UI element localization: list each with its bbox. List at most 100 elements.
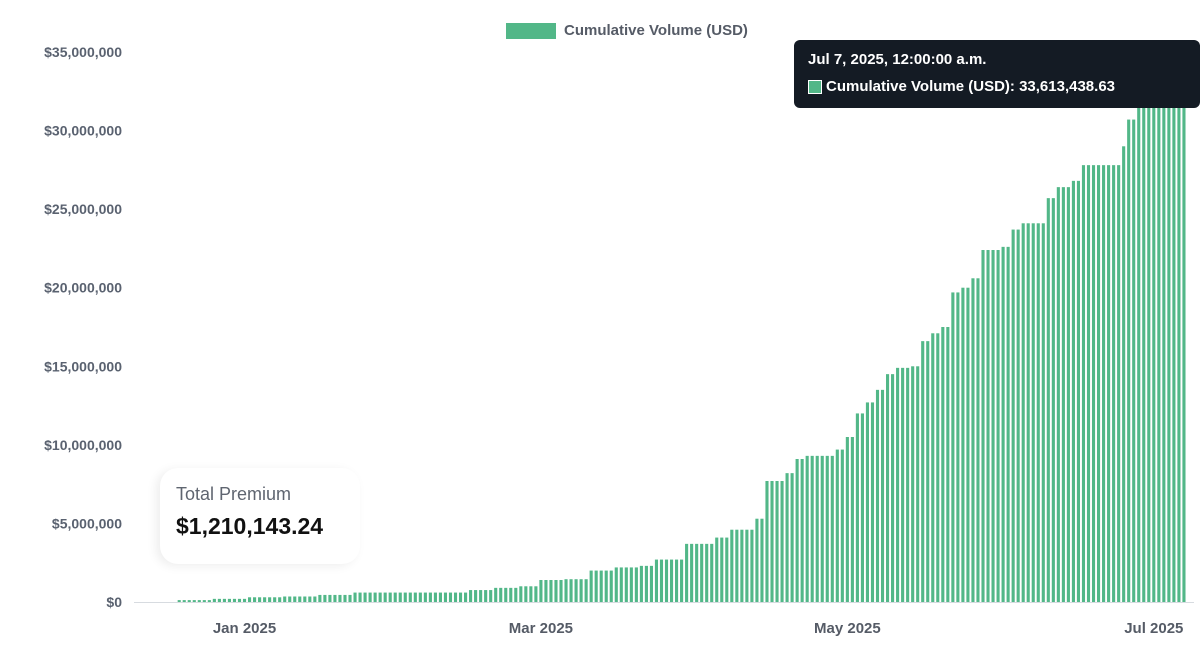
- volume-bar[interactable]: [1177, 73, 1181, 603]
- volume-bar[interactable]: [298, 596, 302, 603]
- volume-bar[interactable]: [413, 592, 417, 602]
- volume-bar[interactable]: [1006, 246, 1010, 603]
- volume-bar[interactable]: [700, 543, 704, 602]
- volume-bar[interactable]: [795, 459, 799, 602]
- volume-bar[interactable]: [1142, 91, 1146, 602]
- volume-bar[interactable]: [1157, 80, 1161, 603]
- volume-bar[interactable]: [589, 570, 593, 602]
- volume-bar[interactable]: [860, 413, 864, 602]
- volume-bar[interactable]: [649, 565, 653, 602]
- volume-bar[interactable]: [685, 543, 689, 602]
- volume-bar[interactable]: [1011, 229, 1015, 602]
- volume-bar[interactable]: [629, 567, 633, 602]
- volume-bar[interactable]: [288, 596, 292, 603]
- volume-bar[interactable]: [333, 594, 337, 602]
- volume-bar[interactable]: [880, 389, 885, 602]
- volume-bar[interactable]: [845, 437, 849, 602]
- volume-bar[interactable]: [303, 596, 307, 603]
- volume-bar[interactable]: [574, 579, 578, 602]
- volume-bar[interactable]: [187, 600, 191, 602]
- volume-bar[interactable]: [745, 529, 749, 602]
- volume-bar[interactable]: [840, 449, 844, 602]
- volume-bar[interactable]: [423, 592, 427, 602]
- volume-bar[interactable]: [690, 543, 694, 602]
- volume-bar[interactable]: [494, 587, 498, 602]
- volume-bar[interactable]: [976, 278, 980, 602]
- volume-bar[interactable]: [1001, 246, 1005, 603]
- volume-bar[interactable]: [1127, 119, 1131, 602]
- volume-bar[interactable]: [634, 567, 638, 602]
- volume-bar[interactable]: [1091, 165, 1096, 602]
- volume-bar[interactable]: [338, 594, 342, 602]
- volume-bar[interactable]: [1167, 80, 1171, 603]
- volume-bar[interactable]: [368, 592, 372, 602]
- volume-bar[interactable]: [815, 455, 819, 602]
- volume-bar[interactable]: [489, 590, 493, 602]
- volume-bar[interactable]: [609, 570, 613, 602]
- volume-bar[interactable]: [1137, 91, 1141, 602]
- volume-bar[interactable]: [961, 287, 965, 602]
- volume-bar[interactable]: [283, 596, 287, 603]
- volume-bar[interactable]: [499, 587, 503, 602]
- volume-bar[interactable]: [474, 590, 478, 602]
- volume-bar[interactable]: [1016, 229, 1020, 602]
- volume-bar[interactable]: [659, 559, 664, 602]
- volume-bar[interactable]: [1152, 91, 1156, 602]
- volume-bar[interactable]: [604, 570, 608, 602]
- volume-bar[interactable]: [524, 586, 528, 602]
- volume-bar[interactable]: [1182, 66, 1186, 602]
- volume-bar[interactable]: [227, 598, 231, 602]
- volume-bar[interactable]: [554, 580, 558, 602]
- volume-bar[interactable]: [373, 592, 377, 602]
- volume-bar[interactable]: [1117, 165, 1121, 602]
- volume-bar[interactable]: [966, 287, 970, 602]
- volume-bar[interactable]: [353, 592, 357, 602]
- volume-bar[interactable]: [479, 590, 483, 602]
- volume-bar[interactable]: [1076, 180, 1081, 603]
- volume-bar[interactable]: [544, 580, 548, 602]
- volume-bar[interactable]: [1086, 165, 1091, 602]
- volume-bar[interactable]: [343, 594, 347, 602]
- volume-bar[interactable]: [237, 598, 242, 602]
- volume-bar[interactable]: [519, 586, 523, 602]
- volume-bar[interactable]: [458, 592, 463, 602]
- volume-bar[interactable]: [559, 580, 563, 602]
- volume-bar[interactable]: [785, 473, 789, 602]
- volume-bar[interactable]: [393, 592, 397, 602]
- volume-bar[interactable]: [936, 333, 940, 602]
- volume-bar[interactable]: [398, 592, 402, 602]
- volume-bar[interactable]: [192, 600, 196, 602]
- volume-bar[interactable]: [1056, 187, 1060, 602]
- volume-bar[interactable]: [800, 459, 804, 602]
- volume-bar[interactable]: [383, 592, 387, 602]
- volume-bar[interactable]: [222, 598, 226, 602]
- volume-bar[interactable]: [740, 529, 744, 602]
- volume-bar[interactable]: [901, 367, 905, 602]
- volume-bar[interactable]: [619, 567, 623, 602]
- volume-bar[interactable]: [217, 598, 221, 602]
- volume-bar[interactable]: [835, 449, 839, 602]
- volume-bar[interactable]: [614, 567, 618, 602]
- volume-bar[interactable]: [810, 455, 814, 602]
- volume-bar[interactable]: [438, 592, 442, 602]
- volume-bar[interactable]: [534, 586, 538, 602]
- volume-bar[interactable]: [1026, 223, 1030, 603]
- volume-bar[interactable]: [293, 596, 297, 603]
- volume-bar[interactable]: [675, 559, 679, 602]
- volume-bar[interactable]: [448, 592, 453, 602]
- volume-bar[interactable]: [855, 413, 859, 602]
- volume-bar[interactable]: [253, 597, 257, 602]
- volume-bar[interactable]: [770, 481, 774, 602]
- volume-bar[interactable]: [529, 586, 533, 602]
- volume-bar[interactable]: [981, 250, 985, 602]
- volume-bar[interactable]: [705, 543, 709, 602]
- volume-bar[interactable]: [926, 341, 930, 602]
- volume-bar[interactable]: [469, 590, 473, 602]
- volume-bar[interactable]: [654, 559, 659, 602]
- volume-bar[interactable]: [363, 592, 367, 602]
- volume-bar[interactable]: [780, 481, 784, 602]
- volume-bar[interactable]: [418, 592, 422, 602]
- volume-bar[interactable]: [408, 592, 412, 602]
- bar-series[interactable]: [177, 66, 1186, 603]
- volume-bar[interactable]: [1096, 165, 1101, 602]
